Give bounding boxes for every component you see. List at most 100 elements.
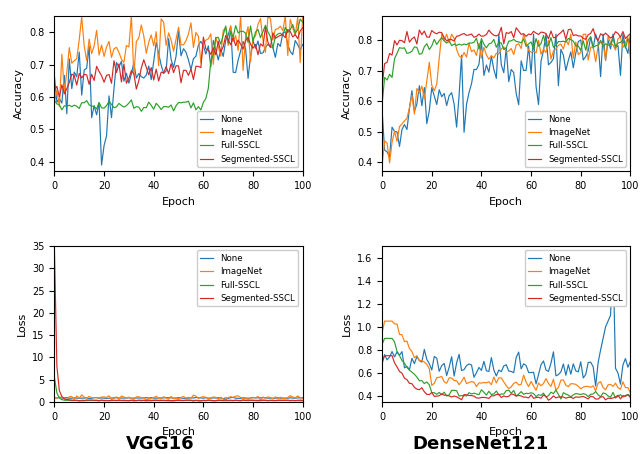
ImageNet	[127, 13, 135, 19]
Line: None: None	[54, 397, 303, 399]
Full-SSCL	[239, 29, 247, 34]
ImageNet	[555, 385, 563, 390]
Line: None: None	[382, 34, 630, 157]
ImageNet	[299, 15, 307, 20]
None	[299, 42, 307, 47]
ImageNet	[627, 390, 634, 396]
None	[440, 360, 448, 366]
ImageNet	[115, 49, 123, 55]
Full-SSCL	[113, 104, 120, 109]
ImageNet	[299, 395, 307, 401]
None	[627, 31, 634, 37]
Segmented-SSCL	[378, 359, 386, 364]
ImageNet	[398, 332, 406, 337]
Segmented-SSCL	[68, 397, 76, 403]
None	[220, 396, 227, 401]
None	[299, 395, 307, 400]
None	[98, 162, 106, 168]
Y-axis label: Accuracy: Accuracy	[342, 68, 351, 119]
ImageNet	[229, 39, 237, 44]
ImageNet	[378, 163, 386, 168]
ImageNet	[530, 383, 538, 389]
Segmented-SSCL	[495, 392, 502, 397]
Segmented-SSCL	[113, 398, 120, 403]
None	[557, 46, 564, 52]
None	[70, 395, 78, 401]
Line: Segmented-SSCL: Segmented-SSCL	[382, 27, 630, 86]
X-axis label: Epoch: Epoch	[161, 197, 196, 207]
ImageNet	[495, 51, 502, 57]
Full-SSCL	[113, 398, 120, 403]
Full-SSCL	[381, 336, 388, 341]
ImageNet	[242, 35, 250, 40]
Line: ImageNet: ImageNet	[54, 16, 303, 107]
None	[229, 69, 237, 75]
None	[495, 31, 502, 37]
Full-SSCL	[378, 341, 386, 347]
Segmented-SSCL	[51, 87, 58, 93]
ImageNet	[170, 49, 177, 54]
Segmented-SSCL	[299, 398, 307, 404]
Full-SSCL	[378, 102, 386, 107]
None	[51, 73, 58, 79]
Full-SSCL	[125, 398, 132, 404]
ImageNet	[438, 31, 445, 37]
Full-SSCL	[627, 39, 634, 44]
Y-axis label: Loss: Loss	[342, 312, 351, 336]
Y-axis label: Loss: Loss	[17, 312, 27, 336]
Full-SSCL	[627, 393, 634, 399]
Line: None: None	[54, 26, 303, 165]
Full-SSCL	[493, 44, 500, 50]
Full-SSCL	[227, 398, 234, 403]
Segmented-SSCL	[202, 46, 210, 52]
Segmented-SSCL	[56, 94, 63, 100]
None	[115, 395, 123, 401]
Line: Full-SSCL: Full-SSCL	[382, 338, 630, 399]
None	[493, 373, 500, 379]
Full-SSCL	[296, 16, 304, 22]
Full-SSCL	[440, 38, 448, 44]
None	[396, 353, 403, 358]
Full-SSCL	[202, 96, 210, 101]
ImageNet	[242, 395, 250, 400]
Text: VGG16: VGG16	[125, 435, 195, 454]
None	[242, 395, 250, 401]
Segmented-SSCL	[530, 395, 538, 401]
Segmented-SSCL	[545, 398, 552, 403]
ImageNet	[63, 397, 70, 403]
Segmented-SSCL	[627, 395, 634, 400]
ImageNet	[530, 48, 538, 54]
None	[609, 255, 617, 261]
Legend: None, ImageNet, Full-SSCL, Segmented-SSCL: None, ImageNet, Full-SSCL, Segmented-SSC…	[525, 111, 626, 167]
ImageNet	[567, 381, 575, 386]
None	[527, 370, 535, 375]
ImageNet	[51, 99, 58, 105]
Segmented-SSCL	[202, 398, 210, 404]
Full-SSCL	[239, 397, 247, 403]
Segmented-SSCL	[396, 38, 403, 43]
Segmented-SSCL	[493, 33, 500, 39]
Full-SSCL	[567, 37, 575, 42]
ImageNet	[396, 124, 403, 129]
Segmented-SSCL	[567, 26, 575, 32]
Full-SSCL	[527, 39, 535, 44]
Segmented-SSCL	[627, 31, 634, 36]
Segmented-SSCL	[440, 35, 448, 40]
Full-SSCL	[167, 102, 175, 108]
Segmented-SSCL	[398, 370, 406, 376]
Full-SSCL	[51, 98, 58, 103]
None	[386, 154, 394, 160]
X-axis label: Epoch: Epoch	[489, 427, 524, 437]
Line: Full-SSCL: Full-SSCL	[54, 19, 303, 111]
Full-SSCL	[530, 391, 538, 396]
ImageNet	[378, 330, 386, 336]
Full-SSCL	[555, 392, 563, 397]
None	[51, 395, 58, 400]
X-axis label: Epoch: Epoch	[489, 197, 524, 207]
None	[592, 383, 600, 389]
Full-SSCL	[167, 398, 175, 404]
Line: ImageNet: ImageNet	[54, 395, 303, 400]
Full-SSCL	[443, 393, 451, 399]
ImageNet	[443, 380, 451, 386]
Line: ImageNet: ImageNet	[382, 34, 630, 165]
